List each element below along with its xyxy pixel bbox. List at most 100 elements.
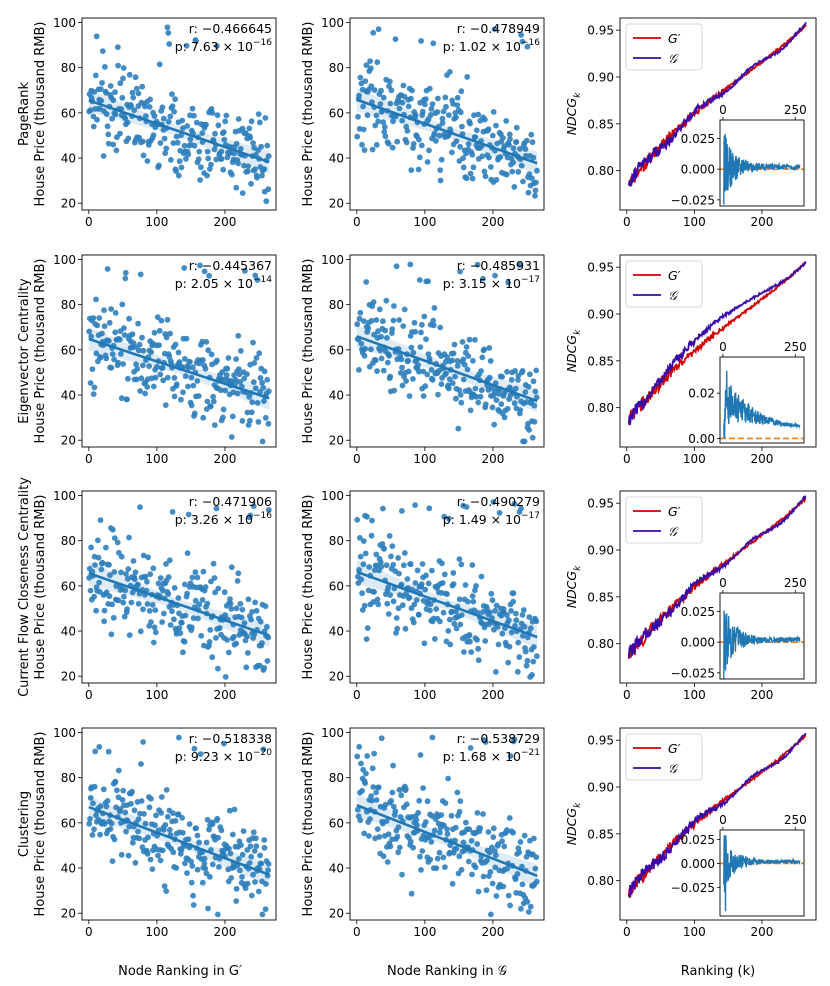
data-point — [125, 135, 132, 142]
data-point — [164, 24, 171, 31]
data-point — [244, 409, 251, 416]
data-point — [195, 156, 202, 163]
data-point — [367, 58, 373, 64]
data-point — [259, 172, 265, 179]
scatter-panel-4-1: 0 100 200 20 40 60 80 100 r: −0.518338 p: 9.23 × … — [53, 726, 277, 939]
data-point — [433, 606, 440, 612]
data-point — [511, 184, 518, 190]
data-point — [446, 376, 453, 383]
data-point — [93, 33, 100, 40]
data-point — [478, 573, 485, 580]
data-point — [247, 134, 254, 141]
data-point — [508, 629, 515, 636]
data-point — [510, 145, 517, 152]
row2-col1-ylabel: House Price (thousand RMB) — [33, 259, 48, 444]
data-point — [215, 834, 222, 841]
data-point — [463, 504, 470, 510]
data-point — [466, 336, 473, 343]
data-point — [387, 843, 394, 850]
data-point — [438, 156, 445, 163]
inset-background — [720, 830, 804, 916]
data-point — [396, 570, 402, 577]
data-point — [166, 41, 173, 47]
data-point — [261, 844, 268, 851]
data-point — [111, 569, 118, 575]
data-point — [244, 633, 251, 640]
data-point — [442, 358, 449, 365]
x-tick-label: 100 — [683, 688, 706, 702]
data-point — [257, 375, 264, 381]
data-point — [142, 113, 149, 120]
data-point — [191, 745, 198, 752]
data-point — [194, 574, 201, 581]
data-point — [440, 108, 447, 115]
data-point — [92, 748, 99, 755]
row-label-pagerank: PageRank — [17, 82, 32, 146]
data-point — [521, 438, 528, 445]
data-point — [427, 601, 434, 608]
data-point — [373, 797, 380, 803]
data-point — [513, 610, 519, 617]
data-point — [529, 434, 536, 441]
data-point — [364, 112, 371, 119]
data-point — [416, 277, 423, 283]
data-point — [444, 831, 451, 837]
data-point — [390, 598, 397, 605]
ndcg-panel-4: 0 100 200 0.80 0.85 0.90 0.95 NDCGk G′ 𝒢 −0.025 0.0… — [564, 727, 817, 939]
data-point — [405, 103, 412, 110]
x-tick-label: 100 — [683, 215, 706, 229]
data-point — [250, 379, 257, 385]
data-point — [492, 852, 499, 859]
data-point — [170, 810, 176, 816]
data-point — [257, 618, 264, 625]
row1-col2-ylabel: House Price (thousand RMB) — [301, 22, 316, 207]
data-point — [371, 567, 378, 573]
data-point — [215, 665, 221, 672]
data-point — [169, 509, 176, 515]
data-point — [233, 140, 240, 147]
data-point — [510, 829, 516, 836]
data-point — [200, 414, 207, 421]
data-point — [140, 606, 146, 613]
data-point — [423, 96, 429, 102]
data-point — [248, 118, 255, 125]
data-point — [188, 402, 195, 409]
data-point — [241, 620, 248, 626]
data-point — [196, 601, 203, 608]
data-point — [255, 888, 262, 895]
data-point — [124, 606, 130, 612]
data-point — [108, 364, 115, 371]
axes-frame — [349, 490, 545, 684]
data-point — [405, 357, 411, 364]
legend-g-prime-mark: ′ — [678, 268, 681, 283]
data-point — [423, 336, 429, 343]
data-point — [526, 427, 532, 433]
data-point — [158, 794, 165, 800]
data-point — [112, 111, 119, 118]
data-point — [442, 864, 448, 870]
data-point — [244, 371, 250, 378]
legend: G′ 𝒢 — [625, 260, 703, 308]
data-point — [386, 533, 393, 539]
data-point — [524, 43, 531, 50]
data-point — [118, 851, 125, 858]
data-point — [229, 171, 235, 178]
series-g-cal — [627, 261, 807, 425]
y-tick-label: 0.90 — [587, 71, 614, 85]
data-point — [137, 504, 143, 510]
data-point — [361, 352, 368, 359]
data-point — [132, 74, 139, 81]
y-tick-label: 100 — [53, 16, 76, 30]
p-annotation-base: p: 1.68 × 10 — [443, 749, 521, 764]
data-point — [373, 142, 380, 148]
data-point — [248, 892, 255, 899]
data-point — [394, 138, 401, 145]
data-point — [206, 873, 213, 880]
data-point — [171, 393, 178, 400]
data-point — [206, 272, 213, 279]
data-point — [97, 831, 103, 838]
data-point — [245, 596, 252, 603]
data-point — [103, 111, 110, 117]
x-tick-label: 200 — [750, 452, 773, 466]
data-point — [215, 122, 222, 129]
